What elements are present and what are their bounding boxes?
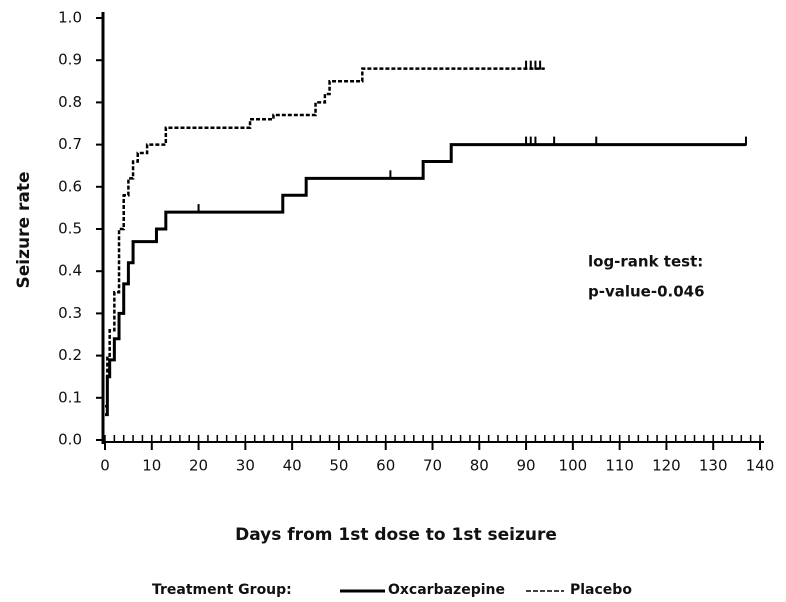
x-tick-label: 140 — [746, 457, 775, 475]
y-tick-label: 0.6 — [58, 177, 82, 195]
x-tick-label: 40 — [283, 457, 302, 475]
y-tick-label: 0.9 — [58, 51, 82, 69]
x-tick-label: 50 — [329, 457, 348, 475]
y-tick-label: 1.0 — [58, 9, 82, 27]
annotation: log-rank test: — [588, 253, 703, 271]
y-tick-label: 0.1 — [58, 388, 82, 406]
x-tick-label: 20 — [189, 457, 208, 475]
y-tick-label: 0.8 — [58, 93, 82, 111]
legend-label: Placebo — [570, 582, 632, 598]
x-tick-label: 110 — [605, 457, 634, 475]
x-tick-label: 10 — [142, 457, 161, 475]
x-axis-label: Days from 1st dose to 1st seizure — [235, 525, 557, 545]
x-tick-label: 100 — [559, 457, 588, 475]
x-tick-label: 130 — [699, 457, 728, 475]
y-tick-label: 0.5 — [58, 220, 82, 238]
step-line — [105, 143, 746, 417]
y-axis-label: Seizure rate — [14, 172, 34, 289]
x-tick-label: 30 — [236, 457, 255, 475]
x-tick-label: 70 — [423, 457, 442, 475]
step-line — [105, 67, 545, 408]
y-tick-label: 0.0 — [58, 431, 82, 449]
y-tick-label: 0.2 — [58, 346, 82, 364]
y-tick-label: 0.7 — [58, 135, 82, 153]
y-tick-label: 0.3 — [58, 304, 82, 322]
x-tick-label: 90 — [517, 457, 536, 475]
y-tick-label: 0.4 — [58, 262, 82, 280]
legend-label: Oxcarbazepine — [388, 582, 505, 598]
annotation: p-value-0.046 — [588, 283, 705, 301]
x-tick-label: 120 — [652, 457, 681, 475]
legend-title: Treatment Group: — [152, 582, 292, 598]
x-tick-label: 0 — [100, 457, 110, 475]
x-tick-label: 80 — [470, 457, 489, 475]
x-tick-label: 60 — [376, 457, 395, 475]
